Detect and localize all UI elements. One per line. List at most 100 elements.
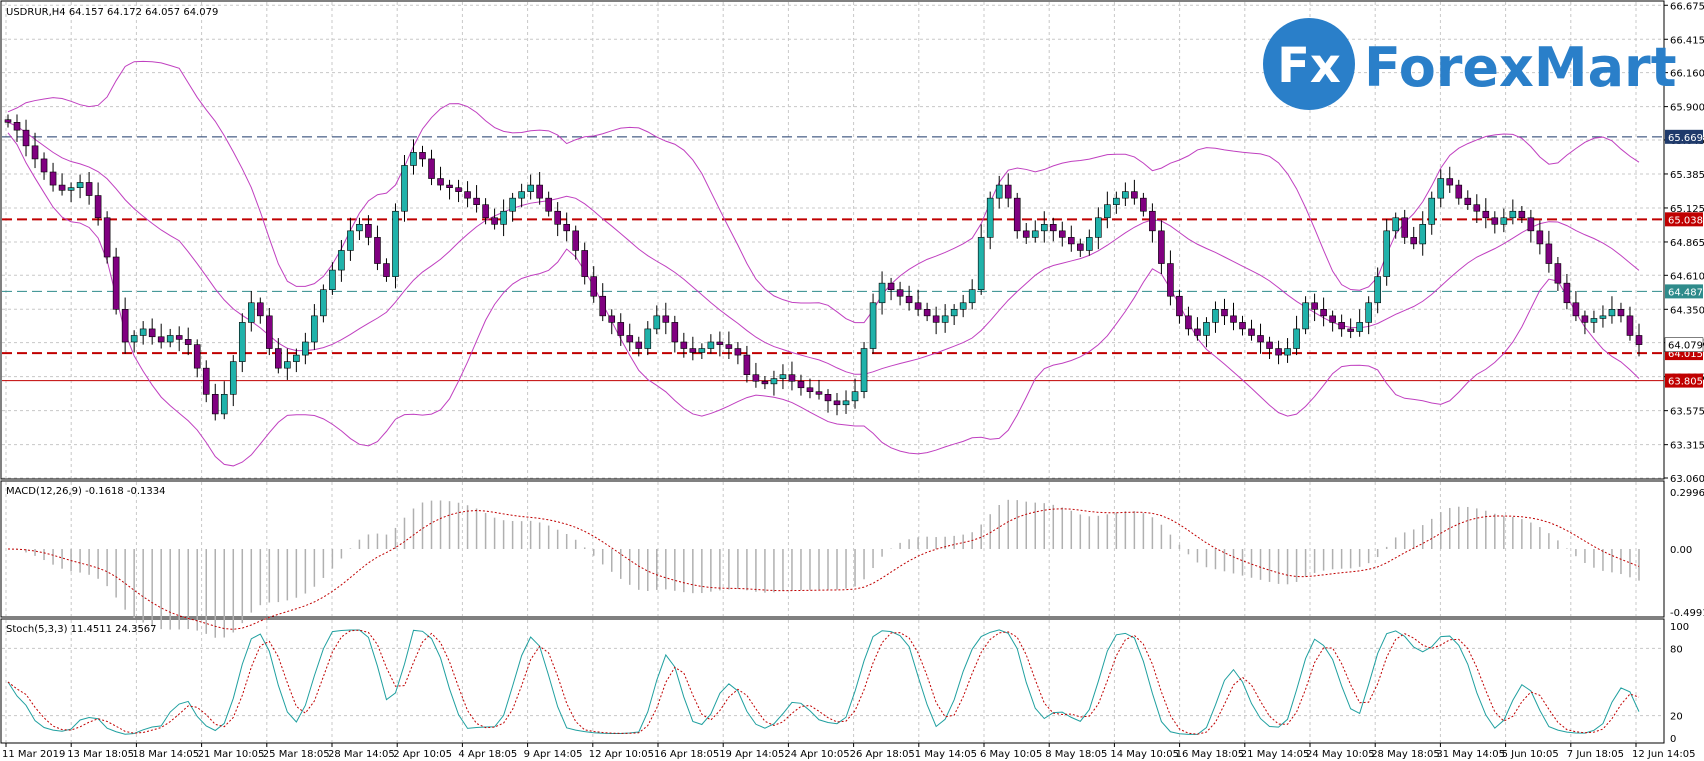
candle-body [887, 282, 895, 290]
candle-body [1311, 302, 1318, 310]
candle-body [1329, 315, 1336, 323]
time-tick-label: 16 May 18:05 [1176, 749, 1245, 760]
candle-body [689, 348, 697, 353]
candle-body [752, 374, 760, 382]
candle-body [76, 182, 84, 188]
candle-body [419, 152, 426, 160]
time-tick-label: 14 May 10:05 [1110, 749, 1179, 760]
candle-body [1257, 335, 1264, 343]
candle-body [1221, 309, 1228, 317]
candle-body [878, 282, 886, 304]
candle-body [220, 394, 228, 415]
candle-body [1149, 210, 1156, 232]
candle-body [1338, 322, 1345, 330]
candle-body [950, 309, 958, 317]
candle-body [626, 335, 634, 343]
candle-body [1230, 315, 1237, 323]
candle-body [1095, 217, 1102, 238]
candle-body [833, 400, 841, 406]
candle-body [986, 197, 994, 238]
candle-body [671, 322, 679, 343]
candle-body [1203, 322, 1210, 336]
candle-body [1293, 328, 1300, 349]
candle-body [1500, 217, 1508, 225]
candle-body [1040, 224, 1048, 232]
candle-body [1482, 210, 1490, 219]
time-tick-label: 1 May 14:05 [915, 749, 977, 760]
candle-body [680, 341, 688, 349]
candle-body [842, 400, 850, 406]
candle-body [581, 250, 589, 277]
candle-body [85, 182, 93, 196]
candle-body [1554, 263, 1562, 284]
candle-body [653, 315, 661, 330]
candle-body [275, 348, 282, 369]
candle-body [509, 197, 516, 212]
candle-body [662, 315, 670, 323]
bollinger-middle [7, 121, 1640, 375]
candle-body [1049, 224, 1057, 232]
candle-body [383, 263, 390, 277]
candle-body [1347, 328, 1354, 332]
macd-signal-line [7, 508, 1640, 630]
time-tick-label: 9 Apr 14:05 [524, 749, 583, 760]
stoch-panel-frame [0, 618, 1665, 744]
time-tick-label: 28 May 18:05 [1371, 749, 1440, 760]
bollinger-upper [7, 60, 1640, 324]
candle-body [554, 210, 561, 225]
candle-body [941, 315, 949, 323]
candle-body [175, 335, 183, 340]
candle-body [166, 335, 174, 343]
candle-body [193, 344, 201, 369]
candle-body [401, 165, 408, 212]
candle-body [320, 289, 327, 317]
candle-body [1140, 197, 1147, 212]
price-tick-label: 66.415 [1670, 35, 1704, 46]
time-tick-label: 16 Apr 18:05 [654, 749, 719, 760]
candle-body [1058, 230, 1066, 238]
time-tick-label: 2 Apr 10:05 [393, 749, 452, 760]
candle-body [1013, 197, 1021, 232]
candle-body [1401, 217, 1409, 238]
price-tick-label: 63.575 [1670, 407, 1704, 418]
candle-body [1518, 210, 1526, 219]
candle-body [1248, 328, 1255, 336]
time-tick-label: 4 Apr 18:05 [458, 749, 517, 760]
logo-name: ForexMart [1364, 36, 1677, 99]
grid-lines [2, 2, 1664, 742]
candle-body [22, 129, 30, 147]
candle-body [1239, 322, 1246, 330]
candle-body [1104, 204, 1111, 219]
candle-body [599, 295, 607, 317]
candle-body [1473, 204, 1481, 212]
candle-body [1572, 302, 1580, 317]
candle-body [1563, 282, 1571, 304]
candle-body [40, 158, 48, 173]
time-tick-label: 6 May 10:05 [980, 749, 1042, 760]
candle-body [238, 322, 246, 362]
candle-body [202, 367, 210, 395]
candle-body [1356, 322, 1363, 332]
candle-body [1320, 309, 1327, 317]
candle-body [500, 210, 507, 225]
candle-body [464, 191, 471, 199]
candle-body [211, 394, 219, 415]
candle-body [284, 361, 291, 369]
candle-body [1067, 237, 1075, 245]
candle-body [761, 380, 769, 385]
candle-body [824, 394, 832, 402]
candle-body [1077, 243, 1084, 251]
candle-body [446, 184, 453, 188]
stoch-axis-label: 100 [1670, 622, 1689, 633]
candle-body [518, 191, 525, 199]
candle-body [1599, 315, 1607, 319]
candle-body [130, 335, 138, 343]
candle-body [1185, 315, 1192, 330]
time-tick-label: 24 Apr 10:05 [784, 749, 849, 760]
price-tick-label: 66.675 [1670, 1, 1704, 12]
time-tick-label: 5 Jun 10:05 [1502, 749, 1559, 760]
candle-body [590, 276, 598, 297]
logo-circle-icon [1263, 18, 1355, 110]
